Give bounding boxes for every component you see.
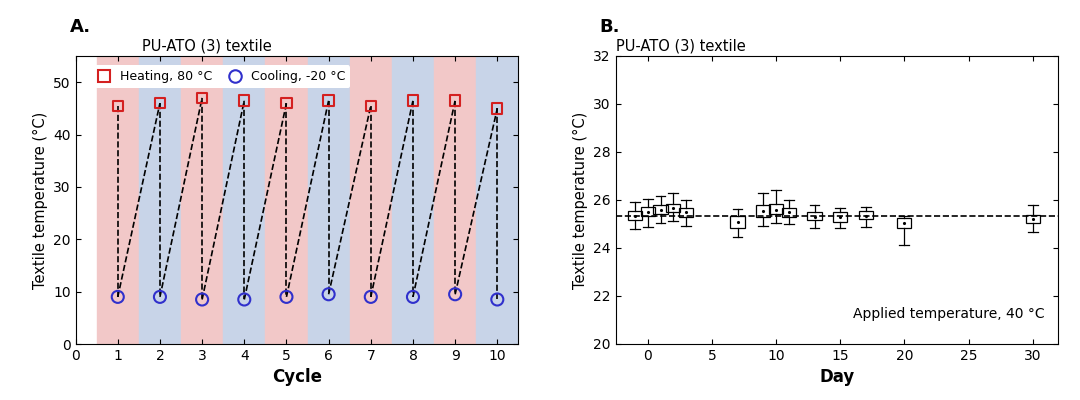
Point xyxy=(446,291,463,298)
Y-axis label: Textile temperature (°C): Textile temperature (°C) xyxy=(32,111,48,289)
Bar xyxy=(666,204,680,212)
Legend: Heating, 80 °C, Cooling, -20 °C: Heating, 80 °C, Cooling, -20 °C xyxy=(86,65,350,88)
Bar xyxy=(392,56,434,344)
Point xyxy=(404,97,421,104)
X-axis label: Cycle: Cycle xyxy=(272,368,322,386)
Bar xyxy=(679,208,693,217)
Bar xyxy=(350,56,392,344)
Bar xyxy=(476,56,518,344)
Bar xyxy=(808,212,822,220)
Bar xyxy=(97,56,139,344)
Point xyxy=(446,97,463,104)
Point xyxy=(109,294,126,300)
Point xyxy=(488,105,505,112)
Bar xyxy=(833,212,848,222)
Bar xyxy=(139,56,181,344)
Y-axis label: Textile temperature (°C): Textile temperature (°C) xyxy=(572,111,588,289)
Text: PU-ATO (3) textile: PU-ATO (3) textile xyxy=(616,38,745,54)
Bar xyxy=(308,56,350,344)
Point xyxy=(109,102,126,109)
Bar xyxy=(224,56,266,344)
X-axis label: Day: Day xyxy=(820,368,854,386)
Point xyxy=(488,296,505,303)
Text: B.: B. xyxy=(599,18,620,36)
Point xyxy=(278,100,295,106)
Point xyxy=(151,100,168,106)
Bar xyxy=(1026,215,1040,223)
Bar xyxy=(181,56,224,344)
Point xyxy=(362,102,379,109)
Point xyxy=(404,294,421,300)
Bar xyxy=(897,218,912,228)
Bar xyxy=(266,56,308,344)
Bar xyxy=(730,216,744,228)
Point xyxy=(235,97,253,104)
Bar xyxy=(640,207,654,216)
Point xyxy=(151,294,168,300)
Point xyxy=(320,291,337,298)
Point xyxy=(362,294,379,300)
Point xyxy=(193,296,211,303)
Bar xyxy=(769,204,783,214)
Text: A.: A. xyxy=(70,18,92,36)
Bar xyxy=(782,208,796,217)
Point xyxy=(320,97,337,104)
Point xyxy=(235,296,253,303)
Text: Applied temperature, 40 °C: Applied temperature, 40 °C xyxy=(853,307,1045,321)
Point xyxy=(193,95,211,101)
Bar xyxy=(434,56,476,344)
Text: PU-ATO (3) textile: PU-ATO (3) textile xyxy=(141,38,272,54)
Bar xyxy=(859,211,873,219)
Bar xyxy=(653,205,667,214)
Bar xyxy=(756,205,770,217)
Point xyxy=(278,294,295,300)
Bar xyxy=(627,211,642,220)
